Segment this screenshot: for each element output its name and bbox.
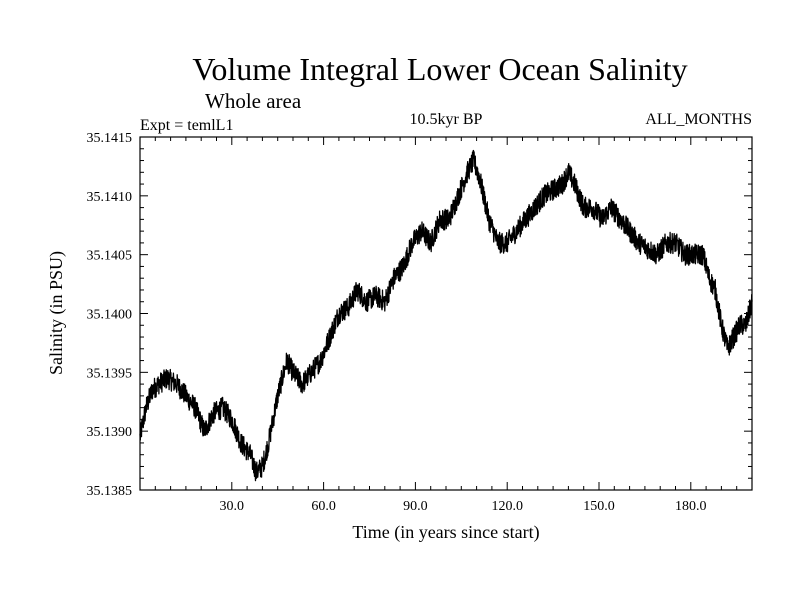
y-tick-label: 35.1405: [87, 249, 133, 264]
y-tick-label: 35.1400: [87, 308, 133, 323]
chart-subtitle: Whole area: [205, 89, 302, 113]
x-tick-labels: 30.0 60.0 90.0 120.0 150.0 180.0: [220, 499, 707, 514]
y-tick-label: 35.1390: [87, 425, 133, 440]
y-tick-label: 35.1395: [87, 366, 133, 381]
y-axis-title: Salinity (in PSU): [46, 251, 67, 375]
y-tick-label: 35.1415: [87, 131, 133, 146]
x-tick-label: 120.0: [491, 499, 523, 514]
x-tick-label: 60.0: [311, 499, 336, 514]
x-tick-label: 180.0: [675, 499, 707, 514]
y-tick-label: 35.1410: [87, 190, 133, 205]
period-label: 10.5kyr BP: [410, 111, 483, 128]
x-tick-label: 90.0: [403, 499, 428, 514]
chart-title: Volume Integral Lower Ocean Salinity: [192, 51, 687, 87]
y-tick-labels: 35.1385 35.1390 35.1395 35.1400 35.1405 35.14…: [87, 131, 133, 499]
salinity-series-line: [139, 149, 753, 482]
plot-area-frame: [139, 136, 753, 491]
y-tick-label: 35.1385: [87, 484, 133, 499]
x-tick-label: 150.0: [583, 499, 615, 514]
months-label: ALL_MONTHS: [645, 111, 752, 128]
x-axis-title: Time (in years since start): [352, 522, 539, 543]
axis-ticks: [140, 137, 752, 490]
x-tick-label: 30.0: [220, 499, 245, 514]
experiment-label: Expt = temlL1: [140, 117, 233, 134]
